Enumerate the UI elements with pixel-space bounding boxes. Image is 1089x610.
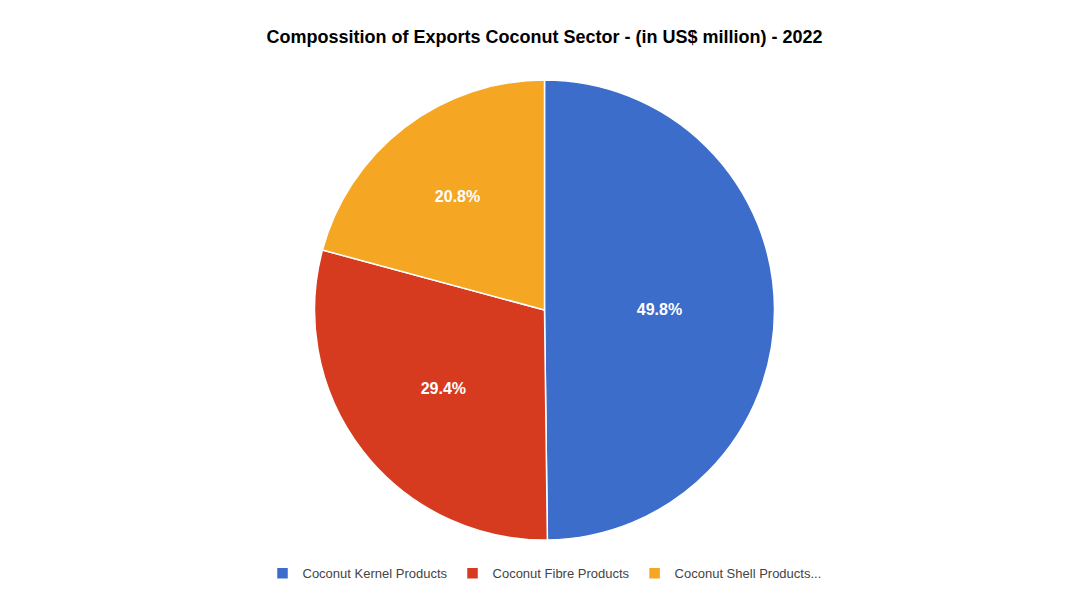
svg-text:49.8%: 49.8% (637, 301, 682, 318)
svg-text:29.4%: 29.4% (421, 380, 466, 397)
svg-text:Coconut Kernel Products: Coconut Kernel Products (303, 566, 448, 581)
svg-text:Compossition of Exports Coconu: Compossition of Exports Coconut Sector -… (266, 27, 822, 47)
svg-text:20.8%: 20.8% (435, 188, 480, 205)
svg-text:Coconut Shell Products...: Coconut Shell Products... (675, 566, 822, 581)
svg-text:Coconut Fibre Products: Coconut Fibre Products (493, 566, 630, 581)
